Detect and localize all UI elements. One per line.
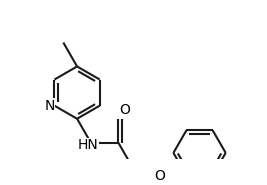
Text: HN: HN	[77, 138, 98, 152]
Text: O: O	[119, 103, 130, 117]
Text: N: N	[44, 99, 55, 113]
Text: O: O	[154, 169, 165, 183]
